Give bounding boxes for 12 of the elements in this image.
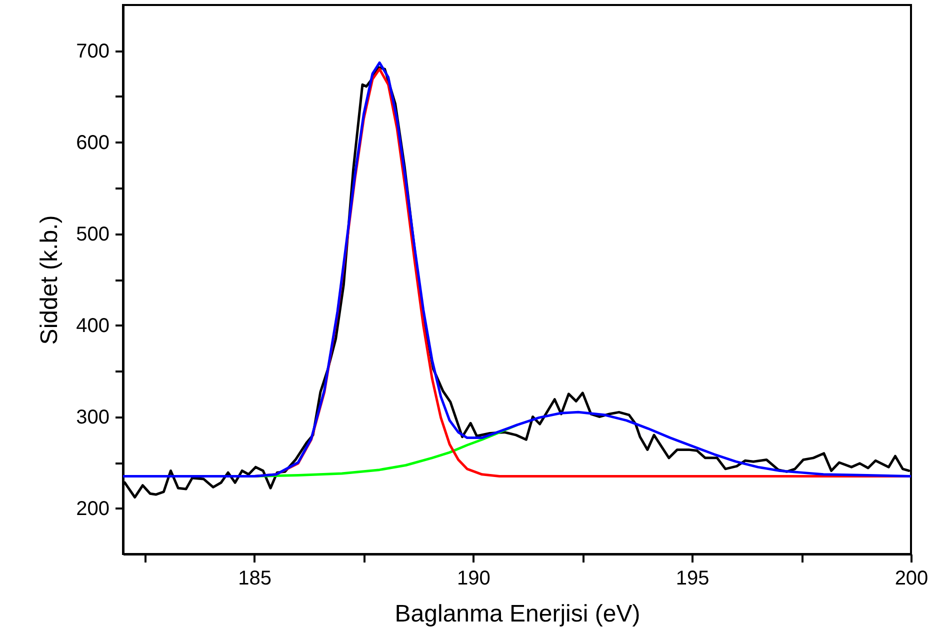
x-tick-label: 195 [676, 568, 710, 590]
x-tick-label: 190 [457, 568, 490, 590]
x-axis-title: Baglanma Enerjisi (eV) [394, 600, 640, 628]
y-tick-label: 400 [76, 314, 110, 337]
y-tick-label: 600 [76, 132, 110, 154]
y-axis-title: Siddet (k.b.) [36, 215, 64, 345]
y-tick-label: 500 [76, 223, 110, 246]
x-tick-label: 200 [894, 568, 928, 590]
x-tick-label: 185 [238, 568, 272, 590]
y-tick-label: 300 [76, 406, 110, 428]
y-tick-label: 200 [76, 498, 110, 520]
y-tick-label: 700 [76, 40, 110, 62]
